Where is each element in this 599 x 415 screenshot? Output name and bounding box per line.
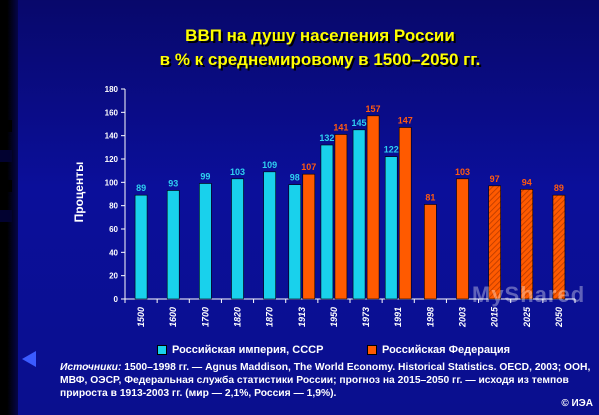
- bar-ussr-1913: [288, 184, 302, 300]
- legend-swatch-rf: [367, 345, 377, 356]
- bar-rf-2003: [456, 178, 469, 300]
- x-tick-label-1700: 1700: [200, 307, 210, 327]
- x-tick-label-1998: 1998: [425, 307, 435, 327]
- bar-ussr-1991: [384, 156, 398, 300]
- y-tick-label: 20: [109, 272, 118, 281]
- data-label-ussr-1700: 99: [200, 172, 210, 182]
- legend-item-ussr: Российская империя, СССР: [157, 344, 323, 356]
- y-axis-label: Проценты: [72, 162, 86, 223]
- data-label-ussr-1973: 145: [352, 118, 367, 128]
- data-label-rf-2015: 97: [490, 174, 500, 184]
- sources-note: Источники: 1500–1998 гг. — Agnus Maddiso…: [60, 361, 595, 400]
- bar-rf-1950: [334, 134, 348, 300]
- left-decor-band: [0, 0, 18, 415]
- data-label-rf-1998: 81: [425, 193, 435, 203]
- x-tick-label-1913: 1913: [297, 307, 307, 327]
- data-label-rf-1913: 107: [301, 162, 316, 172]
- legend-label-rf: Российская Федерация: [382, 344, 510, 356]
- data-label-ussr-1600: 93: [168, 179, 178, 189]
- bar-ussr-1820: [231, 178, 244, 300]
- bar-rf-1973: [366, 115, 380, 300]
- x-tick-label-2025: 2025: [522, 306, 532, 328]
- x-tick-label-1600: 1600: [168, 307, 178, 327]
- data-label-ussr-1950: 132: [319, 133, 334, 143]
- legend-label-ussr: Российская империя, СССР: [172, 344, 324, 356]
- bar-rf-1998: [424, 204, 437, 300]
- bar-rf-1991: [398, 127, 412, 300]
- bar-ussr-1600: [166, 190, 180, 300]
- x-tick-label-1991: 1991: [393, 307, 403, 327]
- x-tick-label-2050: 2050: [554, 307, 564, 328]
- data-label-rf-2025: 94: [522, 177, 532, 187]
- x-tick-label-1500: 1500: [136, 307, 146, 327]
- sources-label: Источники:: [60, 362, 122, 373]
- y-tick-label: 120: [105, 155, 119, 164]
- bar-rf-2025: [520, 189, 534, 300]
- y-tick-label: 40: [109, 248, 118, 257]
- y-tick-label: 0: [114, 295, 119, 304]
- data-label-ussr-1820: 103: [230, 167, 245, 177]
- data-label-rf-1950: 141: [333, 123, 348, 133]
- x-tick-label-2003: 2003: [458, 307, 468, 328]
- title-line-1: ВВП на душу населения России: [185, 26, 455, 45]
- y-tick-label: 180: [105, 85, 119, 94]
- slide-title: ВВП на душу населения России в % к средн…: [70, 24, 570, 72]
- x-tick-label-1820: 1820: [233, 307, 243, 327]
- bar-ussr-1500: [134, 194, 148, 300]
- x-tick-label-1870: 1870: [265, 307, 275, 327]
- bar-ussr-1700: [199, 183, 212, 300]
- data-label-ussr-1913: 98: [290, 173, 300, 183]
- y-tick-label: 160: [105, 108, 119, 117]
- watermark: MyShared: [472, 282, 586, 307]
- x-tick-label-2015: 2015: [490, 306, 500, 328]
- bar-ussr-1950: [320, 144, 334, 300]
- data-label-rf-1991: 147: [398, 116, 413, 126]
- x-tick-label-1950: 1950: [329, 307, 339, 327]
- bar-rf-1913: [302, 173, 316, 300]
- legend-item-rf: Российская Федерация: [367, 344, 510, 356]
- x-tick-label-1973: 1973: [361, 307, 371, 327]
- y-tick-label: 80: [109, 202, 118, 211]
- data-label-rf-2050: 89: [554, 183, 564, 193]
- bar-ussr-1973: [352, 129, 366, 300]
- data-label-ussr-1500: 89: [136, 183, 146, 193]
- legend-swatch-ussr: [157, 345, 167, 356]
- back-arrow-icon[interactable]: [22, 351, 36, 367]
- title-line-2: в % к среднемировому в 1500–2050 гг.: [159, 50, 481, 69]
- data-label-ussr-1991: 122: [384, 145, 399, 155]
- bar-rf-2050: [552, 194, 566, 300]
- data-label-ussr-1870: 109: [262, 160, 277, 170]
- y-tick-label: 60: [109, 225, 118, 234]
- data-label-rf-1973: 157: [366, 104, 381, 114]
- copyright: © ИЭА: [561, 398, 593, 409]
- y-tick-label: 100: [105, 178, 119, 187]
- y-tick-label: 140: [105, 132, 119, 141]
- bar-rf-2015: [488, 185, 501, 300]
- bar-ussr-1870: [263, 171, 276, 300]
- sources-text: 1500–1998 гг. — Agnus Maddison, The Worl…: [60, 362, 591, 399]
- data-label-rf-2003: 103: [455, 167, 470, 177]
